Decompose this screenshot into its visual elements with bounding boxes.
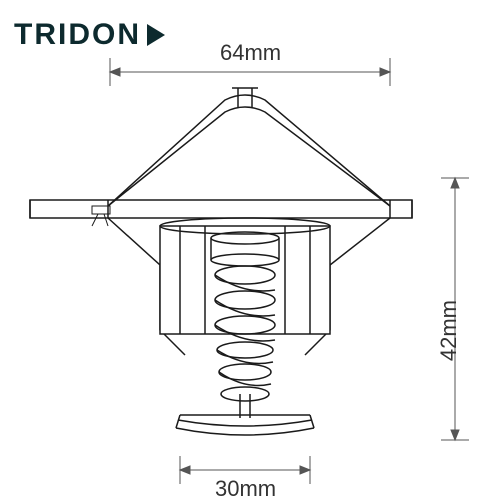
dim-label-right: 42mm (436, 300, 462, 361)
dim-label-top: 64mm (220, 40, 281, 66)
dim-label-bottom: 30mm (215, 476, 276, 502)
thermostat-body (30, 88, 412, 435)
thermostat-diagram (0, 0, 500, 500)
